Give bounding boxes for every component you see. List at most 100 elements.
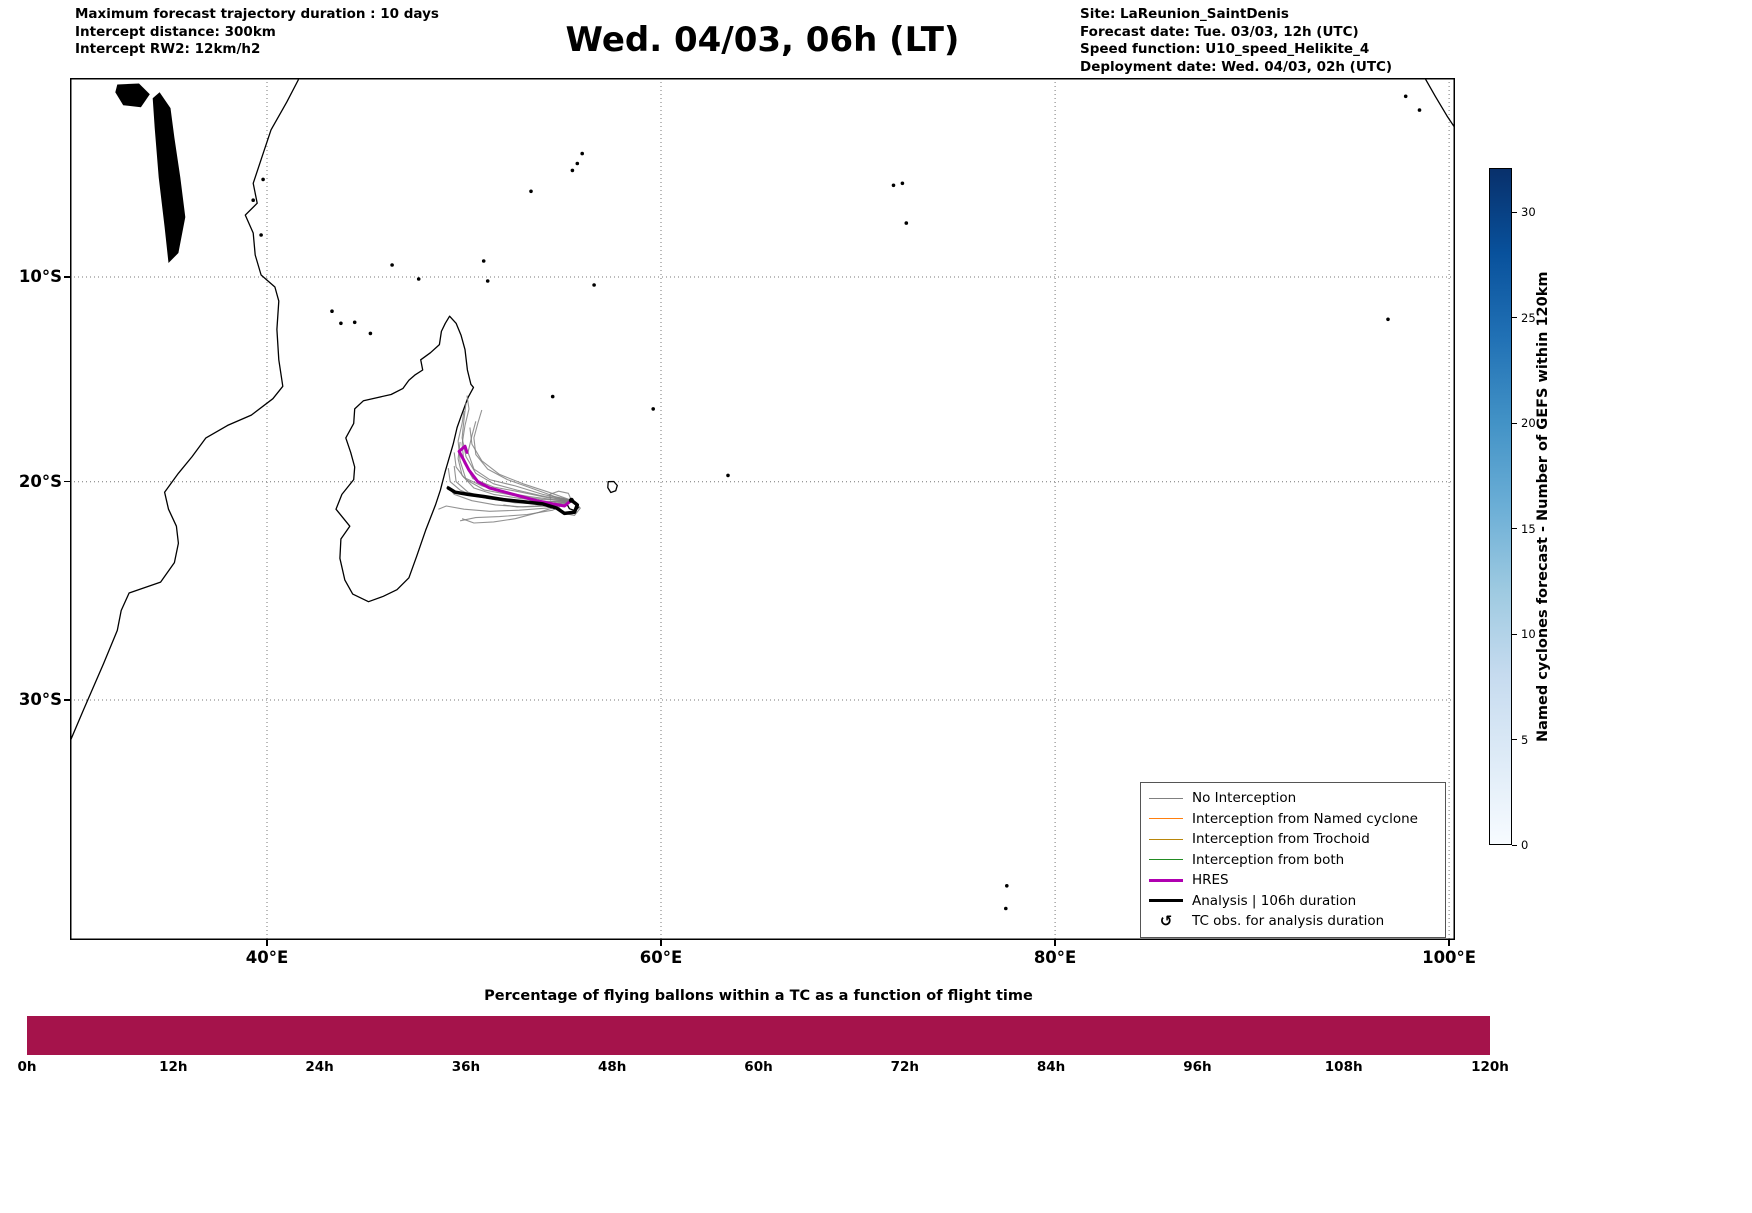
map-border [70,78,1455,940]
lon-tick-mark [660,940,662,946]
bar-x-tick-label: 0h [17,1059,37,1075]
legend-row: Interception from both [1149,850,1437,871]
bar-bin [1343,1016,1491,1055]
coastline-path [1424,78,1455,129]
coastline-path [70,79,300,744]
lat-tick-label: 10°S [18,267,62,286]
bar-x-tick-label: 72h [890,1059,919,1075]
bar-x-tick-label: 84h [1036,1059,1066,1075]
colorbar-tick-label: 25 [1521,310,1536,325]
legend-line-sample [1149,838,1183,840]
legend-row: HRES [1149,870,1437,891]
legend-line [1149,838,1183,840]
colorbar-tick-label: 15 [1521,521,1536,536]
lake-shape [115,83,150,108]
colorbar-tick-mark [1512,317,1517,318]
colorbar-tick-mark [1512,844,1517,846]
colorbar-tick-mark [1512,211,1517,213]
legend-line [1149,899,1183,903]
trajectory-no-interception [467,421,572,501]
island-dot [1005,884,1009,888]
trajectory-hres [457,444,573,508]
legend-row: ↺ TC obs. for analysis duration [1149,911,1437,932]
bar-bin [27,1016,174,1055]
island-dot [529,189,533,194]
bar-x-tick-label: 108h [1324,1059,1363,1075]
legend-label: Interception from Named cyclone [1192,810,1418,827]
site-info-block: Site: LaReunion_SaintDenis Forecast date:… [1080,6,1392,76]
island-dot [416,277,421,281]
island-dot [891,183,896,188]
legend-label: Interception from both [1192,851,1345,868]
legend-row: Interception from Named cyclone [1149,809,1437,830]
site-info-line: Forecast date: Tue. 03/03, 12h (UTC) [1080,23,1359,40]
legend-label: No Interception [1192,790,1297,807]
island-dot [485,279,490,283]
island-dot [368,331,373,336]
site-info-line: Deployment date: Wed. 04/03, 02h (UTC) [1080,58,1393,75]
colorbar [1489,168,1512,845]
legend-line [1149,818,1183,820]
colorbar-tick-mark [1512,422,1517,424]
deployment-site-marker [568,497,574,503]
colorbar-tick-label: 5 [1521,732,1529,747]
trajectory-no-interception [549,490,572,501]
legend-line [1149,878,1183,882]
island-dot [259,233,263,237]
island-dot [1004,906,1008,911]
param-line: Intercept RW2: 12km/h2 [75,41,261,57]
trajectory-no-interception [473,409,572,501]
lake-shape [152,92,186,263]
bar-x-tick-label: 36h [451,1059,481,1075]
colorbar-tick-mark [1512,528,1517,529]
map-legend: No Interception Interception from Named c… [1140,782,1446,938]
lon-tick-mark [1448,940,1450,946]
bar-x-tick-label: 120h [1471,1059,1509,1075]
island-dot [570,168,575,173]
lon-tick-label: 100°E [1422,948,1477,967]
island-dot [261,177,265,182]
bar-chart-title: Percentage of flying ballons within a TC… [484,988,1033,1004]
bar-x-tick-label: 12h [159,1059,188,1075]
trajectory-no-interception [461,402,572,501]
bar-bin [612,1016,759,1055]
legend-row: Interception from Trochoid [1149,829,1437,850]
flight-time-bar-chart [27,1016,1491,1055]
colorbar-tick-label: 10 [1521,627,1536,641]
site-info-line: Speed function: U10_speed_Helikite_4 [1080,41,1370,57]
lon-tick-mark [1054,940,1056,946]
legend-label: Interception from Trochoid [1192,831,1370,848]
bar-x-tick-label: 60h [744,1059,773,1075]
island-dot [390,263,394,267]
island-outline [335,315,475,603]
bar-bin [758,1016,906,1055]
bar-bin [904,1016,1052,1055]
legend-line-sample [1149,859,1183,861]
lon-tick-label: 60°E [639,948,683,967]
colorbar-tick-mark [1512,633,1517,635]
bar-x-tick-label: 24h [305,1059,334,1075]
island-dot [339,321,343,326]
legend-label: Analysis | 106h duration [1192,892,1357,909]
bar-bin [465,1016,613,1055]
params-block: Maximum forecast trajectory duration : 1… [75,6,439,59]
island-dot [900,181,905,186]
legend-line [1149,859,1183,861]
lon-tick-label: 80°E [1033,948,1077,967]
lat-tick-mark [64,480,70,483]
island-dot [575,161,580,166]
legend-label: TC obs. for analysis duration [1192,913,1385,930]
legend-row: Analysis | 106h duration [1149,891,1437,912]
island-dot [1417,108,1422,112]
tc-obs-icon: ↺ [1159,912,1173,931]
island-dot [550,394,555,399]
lat-tick-mark [64,276,70,278]
colorbar-tick-label: 0 [1521,838,1529,852]
legend-row: No Interception [1149,788,1437,809]
legend-label: HRES [1192,872,1229,889]
bar-x-tick-label: 48h [597,1059,627,1075]
lon-tick-label: 40°E [245,948,289,967]
param-line: Intercept distance: 300km [75,23,276,40]
legend-line-sample [1149,878,1183,882]
